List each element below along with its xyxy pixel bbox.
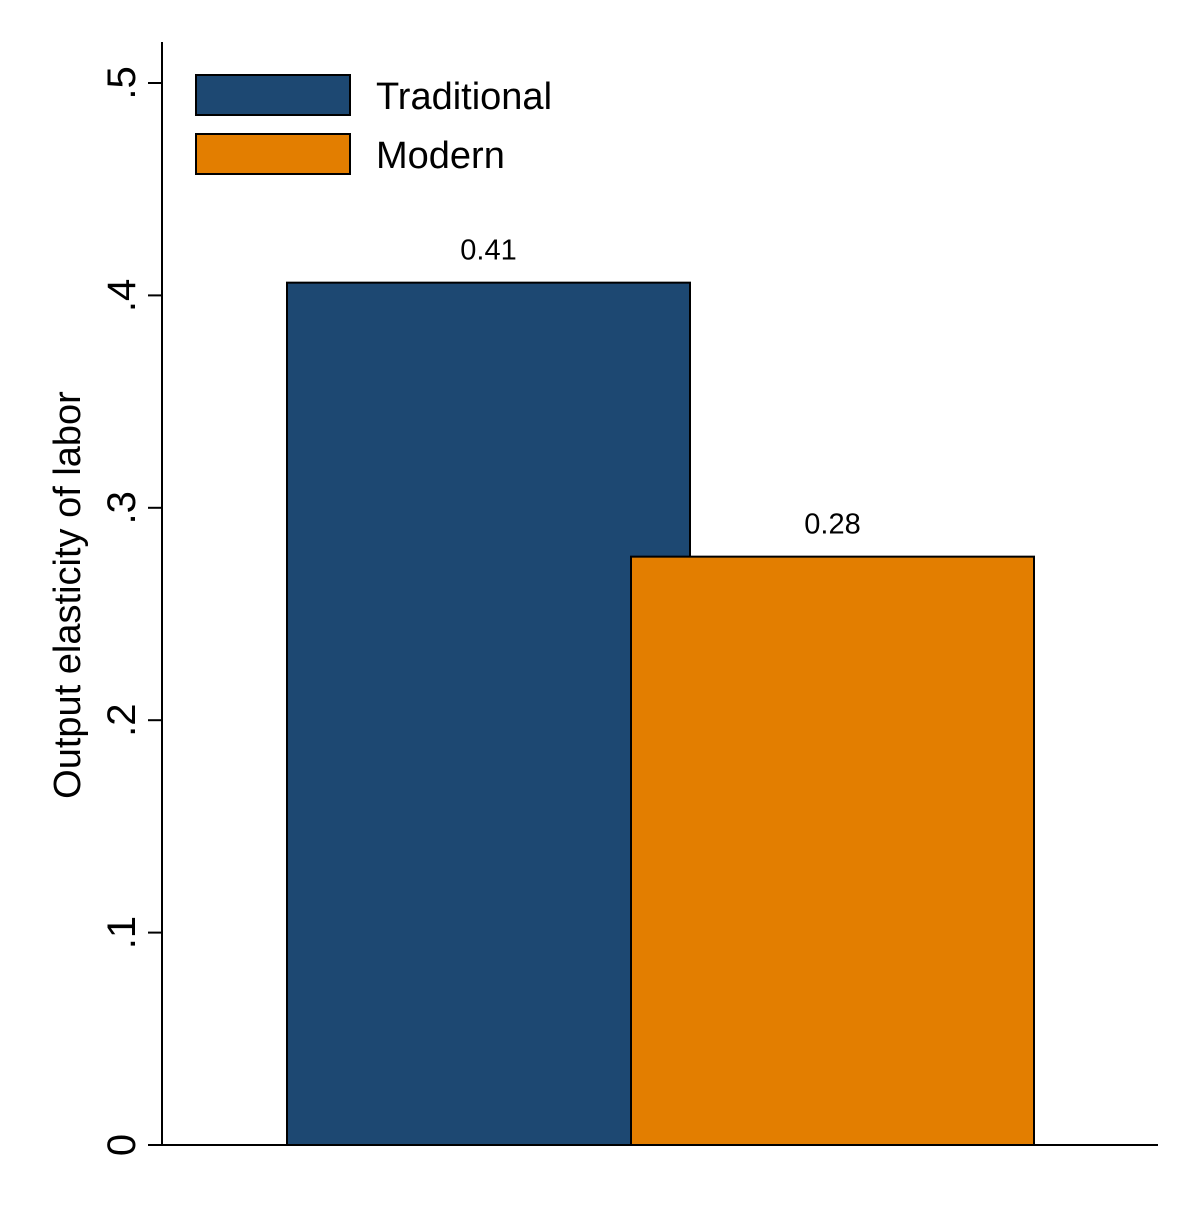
legend-swatch-modern <box>195 133 351 175</box>
legend-swatch-traditional <box>195 74 351 116</box>
y-tick-label: 0 <box>100 1134 144 1156</box>
y-tick-label: .2 <box>100 704 144 737</box>
y-tick-label: .1 <box>100 916 144 949</box>
legend-label-traditional: Traditional <box>376 76 552 118</box>
data-label-traditional: 0.41 <box>460 235 516 267</box>
y-tick-label: .4 <box>100 279 144 312</box>
bar-traditional <box>286 281 691 1146</box>
data-labels-layer: 0.41 0.28 <box>460 235 860 541</box>
data-label-modern: 0.28 <box>804 509 860 541</box>
y-ticks: 0 .1 .2 .3 .4 .5 <box>100 66 162 1156</box>
y-tick-label: .5 <box>100 66 144 99</box>
y-axis-title: Output elasticity of labor <box>47 391 89 799</box>
bar-modern <box>630 555 1035 1146</box>
legend: Traditional Modern <box>195 74 552 177</box>
legend-label-modern: Modern <box>376 135 505 177</box>
bars-layer <box>286 281 1035 1146</box>
y-tick-label: .3 <box>100 491 144 524</box>
